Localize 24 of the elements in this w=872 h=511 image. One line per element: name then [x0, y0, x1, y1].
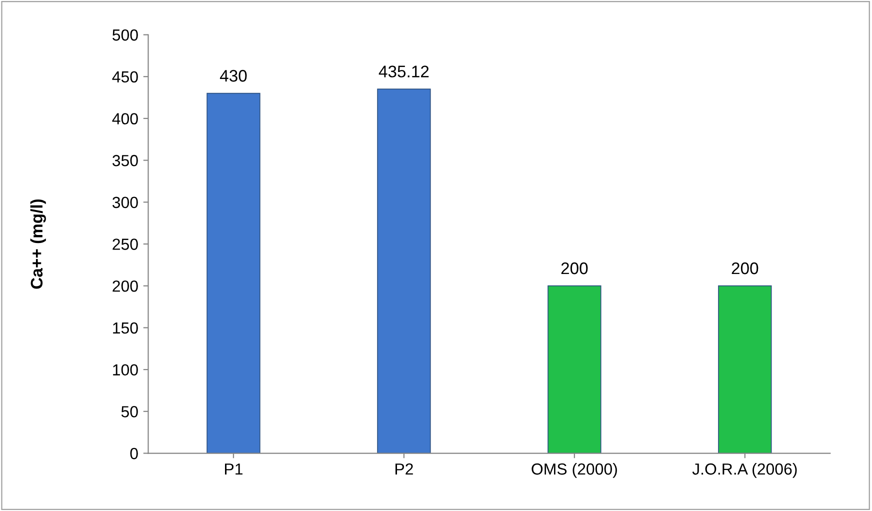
x-tick-label: P2	[395, 463, 413, 475]
bar	[718, 285, 772, 454]
y-tick-label: 300	[112, 196, 138, 208]
data-label: 200	[561, 262, 588, 274]
y-tick-label: 0	[130, 448, 138, 460]
y-tick-label: 50	[121, 406, 138, 418]
y-tick-label: 450	[112, 71, 138, 83]
y-tick-label: 150	[113, 322, 138, 334]
x-tick-label: P1	[225, 464, 242, 475]
x-tick-label: J.O.R.A (2006)	[692, 462, 797, 478]
bar	[377, 88, 431, 454]
y-axis-title: Ca++ (mg/l)	[30, 199, 46, 289]
bar	[548, 285, 602, 454]
y-tick-label: 250	[112, 238, 138, 250]
y-tick-label: 200	[112, 280, 138, 292]
y-tick-label: 100	[113, 364, 138, 376]
x-tick-label: OMS (2000)	[532, 462, 617, 478]
data-label: 435.12	[378, 66, 429, 78]
y-tick-label: 500	[112, 29, 138, 41]
y-tick-label: 350	[112, 154, 138, 166]
bar	[206, 92, 260, 454]
data-label: 200	[732, 262, 758, 274]
y-tick-label: 400	[112, 113, 138, 124]
data-label: 430	[220, 70, 247, 82]
